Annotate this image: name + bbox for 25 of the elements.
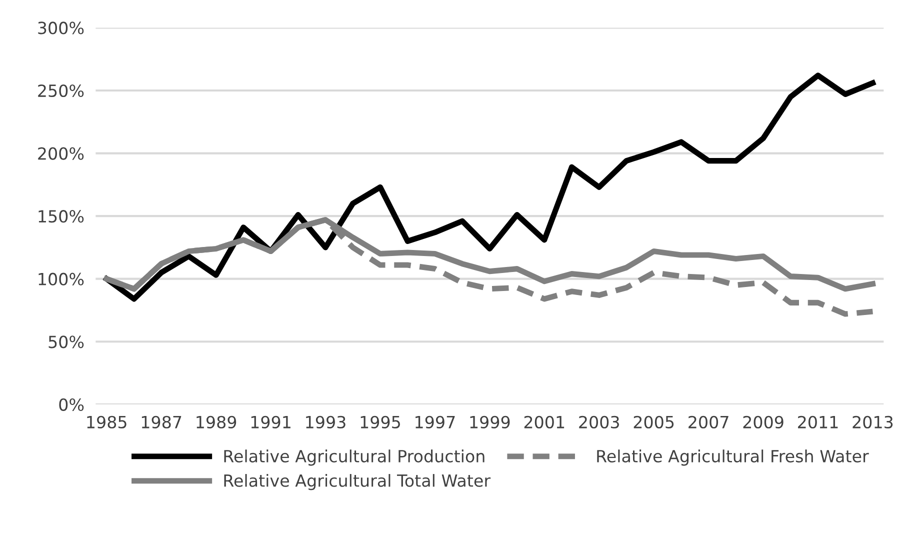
x-tick-label: 1985 <box>87 416 126 428</box>
x-tick-label: 1993 <box>306 416 346 428</box>
y-tick-label: 250% <box>38 84 84 98</box>
x-tick-label: 1999 <box>470 416 510 428</box>
y-tick-label: 50% <box>48 336 84 348</box>
x-tick-label: 1987 <box>142 416 182 428</box>
legend-label: Relative Agricultural Fresh Water <box>597 450 869 466</box>
y-tick-label: 100% <box>38 272 84 286</box>
legend-label: Relative Agricultural Production <box>224 450 484 466</box>
x-tick-label: 1989 <box>196 416 236 428</box>
x-tick-label: 2007 <box>688 416 728 428</box>
x-tick-label: 2011 <box>798 416 838 428</box>
x-tick-label: 2005 <box>634 416 674 428</box>
y-tick-label: 0% <box>59 398 84 411</box>
x-tick-label: 2013 <box>852 416 893 428</box>
y-tick-label: 150% <box>38 210 84 223</box>
x-tick-label: 1995 <box>360 416 400 428</box>
x-tick-label: 1991 <box>251 416 290 428</box>
x-tick-label: 2003 <box>579 416 619 428</box>
y-tick-label: 200% <box>38 147 84 160</box>
x-tick-label: 1997 <box>416 416 455 428</box>
legend-label: Relative Agricultural Total Water <box>224 474 491 490</box>
y-tick-label: 300% <box>38 22 84 34</box>
x-tick-label: 2001 <box>524 416 564 428</box>
x-tick-label: 2009 <box>743 416 784 428</box>
